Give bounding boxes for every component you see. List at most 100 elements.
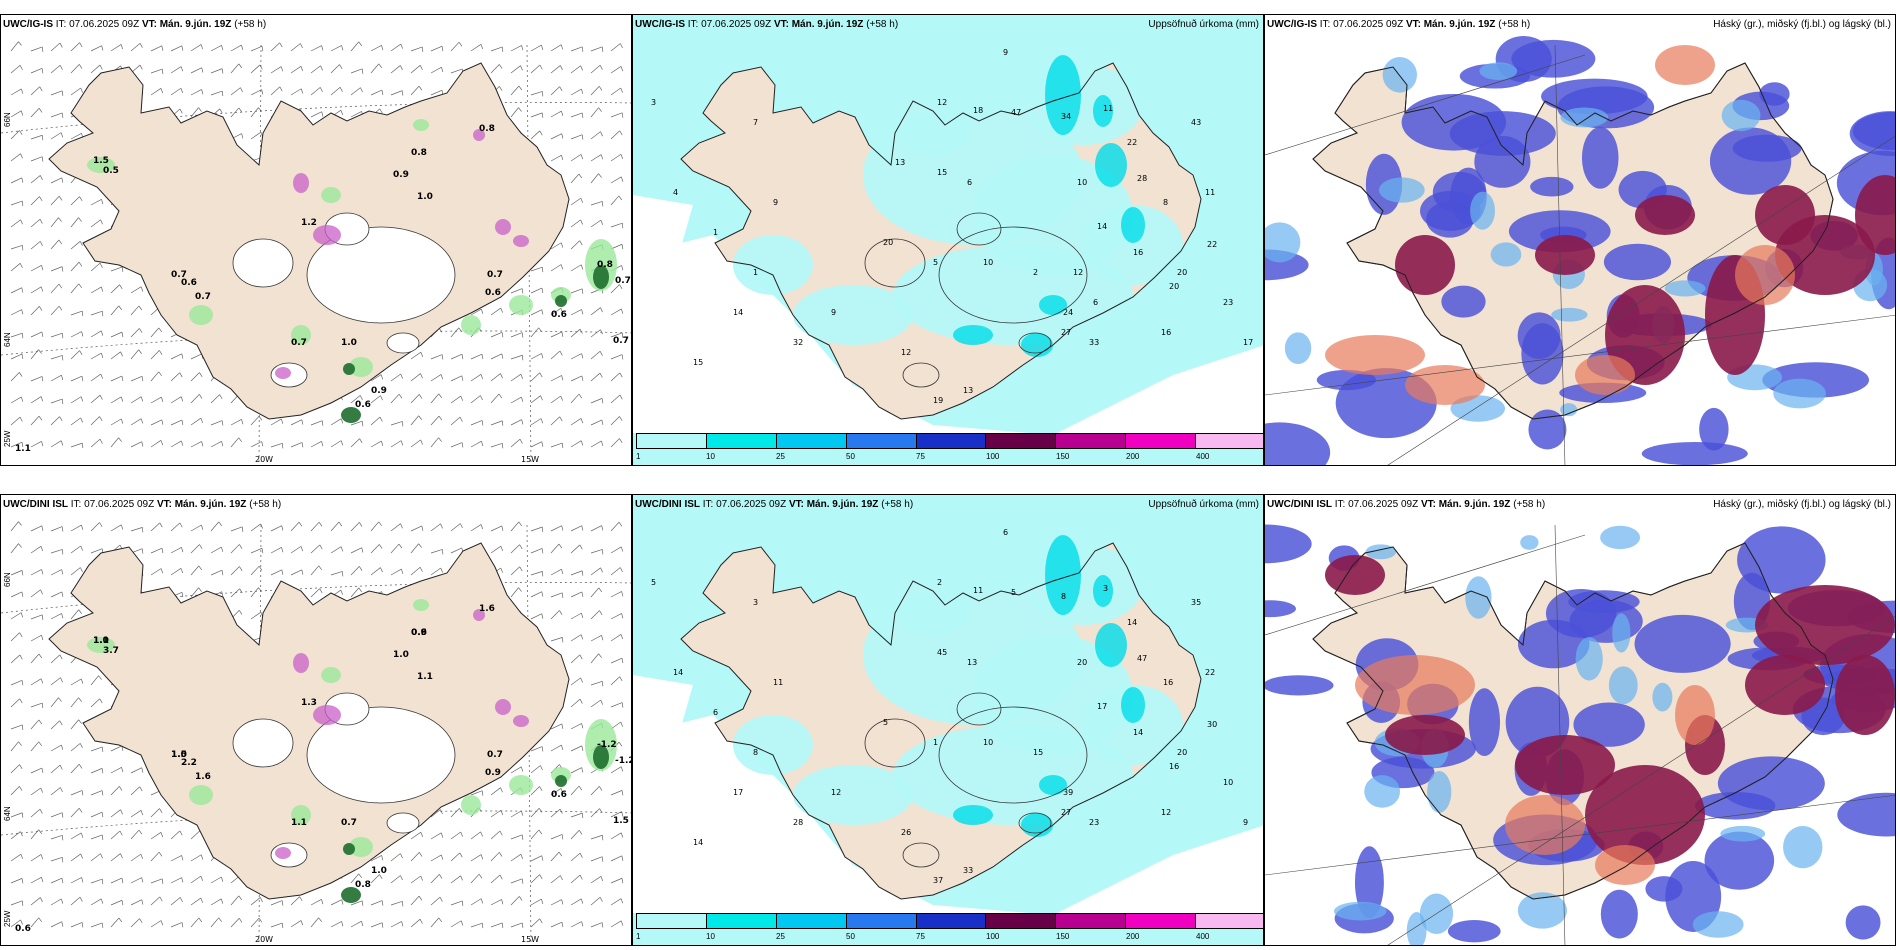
- value-label: 0.5: [103, 166, 119, 176]
- value-label: 27: [1061, 328, 1071, 337]
- value-label: 39: [1063, 788, 1073, 797]
- value-label: 17: [733, 788, 743, 797]
- colorbar-tick: 100: [986, 452, 1000, 461]
- value-label: 20: [1169, 282, 1179, 291]
- value-label: 1: [933, 738, 938, 747]
- value-label: 8: [1163, 198, 1168, 207]
- colorbar-swatch: [776, 914, 847, 928]
- value-label: 0.7: [615, 276, 631, 286]
- panel-wind-top: 1.5 0.7 0.8 0.9 1.0 0.7 1.0 0.6 0.8 0.7 0.7 0.6 0.7 0…: [0, 14, 632, 466]
- colorbar-tick: 150: [1056, 932, 1070, 941]
- panel-subtitle: Háský (gr.), miðský (fj.bl.) og lágský (…: [1713, 499, 1891, 510]
- value-label: 1.0: [371, 866, 387, 876]
- lon-label-15w: 15W: [521, 935, 540, 944]
- lon-label-20w: 20W: [255, 455, 274, 464]
- value-label: 16: [1163, 678, 1173, 687]
- value-label: 22: [1127, 138, 1137, 147]
- colorbar-swatch: [916, 434, 987, 448]
- glacier-outline: [864, 718, 926, 768]
- value-label: 12: [831, 788, 841, 797]
- value-label: 0.8: [479, 124, 495, 134]
- value-label: -1.2: [597, 740, 617, 750]
- value-label: 15: [1033, 748, 1043, 757]
- colorbar-swatch: [846, 914, 917, 928]
- value-label: 1.1: [93, 636, 109, 646]
- value-label: 14: [733, 308, 743, 317]
- colorbar-swatch: [986, 914, 1057, 928]
- colorbar-tick: 75: [916, 452, 925, 461]
- colorbar-swatch: [916, 914, 987, 928]
- map-clouds-bottom: [1265, 495, 1895, 945]
- value-label: 12: [1073, 268, 1083, 277]
- glacier-area: [232, 238, 294, 288]
- panel-wind-bottom: 1.1 1.0 0.9 1.0 1.1 1.6 0.7 0.9 -1.2 -1.2 1.5 0.6 0.…: [0, 494, 632, 946]
- panel-title: UWC/IG-IS IT: 07.06.2025 09Z VT: Mán. 9.…: [1267, 19, 1531, 30]
- value-label: 0.6: [355, 400, 371, 410]
- value-label: 14: [693, 838, 703, 847]
- value-label: 5: [883, 718, 888, 727]
- value-label: 20: [1177, 268, 1187, 277]
- lon-label-20w: 20W: [255, 935, 274, 944]
- value-label: 47: [1011, 108, 1021, 117]
- value-label: 1.0: [417, 192, 433, 202]
- value-label: 12: [937, 98, 947, 107]
- value-label: 28: [793, 818, 803, 827]
- colorbar-tick: 75: [916, 932, 925, 941]
- value-label: -1.2: [615, 756, 632, 766]
- value-label: 1.0: [341, 338, 357, 348]
- value-label: 2.2: [181, 758, 197, 768]
- value-label: 0.8: [355, 880, 371, 890]
- value-label: 11: [773, 678, 783, 687]
- lon-label-25w: 25W: [3, 910, 12, 927]
- colorbar: [636, 433, 1263, 449]
- panel-precip-bottom: 6 5 3 2 11 5 8 3 14 47 35 22 16 20 45 13 17 14 16 10 9 12 30 20…: [632, 494, 1264, 946]
- value-label: 11: [1205, 188, 1215, 197]
- value-label: 35: [1191, 598, 1201, 607]
- value-label: 6: [1093, 298, 1098, 307]
- value-label: 1.6: [479, 604, 495, 614]
- value-label: 16: [1161, 328, 1171, 337]
- value-label: 0.7: [195, 292, 211, 302]
- value-label: 1.5: [93, 156, 109, 166]
- value-label: 13: [963, 386, 973, 395]
- value-label: 14: [1133, 728, 1143, 737]
- glacier-outline: [938, 226, 1088, 324]
- panel-title: UWC/IG-IS IT: 07.06.2025 09Z VT: Mán. 9.…: [635, 19, 899, 30]
- value-label: 1.0: [171, 750, 187, 760]
- value-label: 13: [895, 158, 905, 167]
- value-label: 0.8: [597, 260, 613, 270]
- colorbar-tick: 25: [776, 932, 785, 941]
- value-label: 20: [1077, 658, 1087, 667]
- map-wind-top: 1.50.70.80.91.00.71.00.60.80.70.70.60.70…: [1, 41, 631, 465]
- colorbar-swatch: [706, 434, 777, 448]
- lon-label-25w: 25W: [3, 430, 12, 447]
- value-label: 45: [937, 648, 947, 657]
- value-label: 15: [937, 168, 947, 177]
- value-label: 28: [1137, 174, 1147, 183]
- colorbar-swatch: [1056, 434, 1127, 448]
- value-label: 2: [1033, 268, 1038, 277]
- value-label: 11: [1103, 104, 1113, 113]
- panel-subtitle: Uppsöfnuð úrkoma (mm): [1148, 19, 1259, 30]
- colorbar-swatch: [637, 434, 707, 448]
- value-label: 0.6: [551, 310, 567, 320]
- value-label: 10: [983, 258, 993, 267]
- value-label: 22: [1207, 240, 1217, 249]
- value-label: 0.6: [551, 790, 567, 800]
- value-label: 5: [1011, 588, 1016, 597]
- value-label: 3: [1103, 584, 1108, 593]
- value-label: 0.7: [613, 336, 629, 346]
- colorbar-tick: 400: [1196, 932, 1210, 941]
- colorbar-tick: 200: [1126, 452, 1140, 461]
- value-label: 0.9: [371, 386, 387, 396]
- lat-label-66n: 66N: [3, 572, 12, 587]
- colorbar-swatch: [1126, 434, 1197, 448]
- colorbar-tick: 25: [776, 452, 785, 461]
- value-label: 3.7: [103, 646, 119, 656]
- value-label: 14: [1097, 222, 1107, 231]
- value-label: 23: [1223, 298, 1233, 307]
- value-label: 1.1: [417, 672, 433, 682]
- value-label: 5: [651, 578, 656, 587]
